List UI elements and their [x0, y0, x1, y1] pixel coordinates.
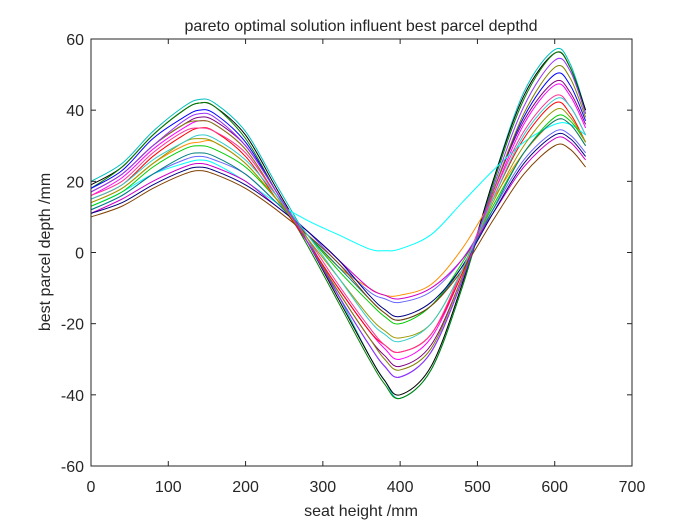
series-line-13: [90, 118, 587, 321]
y-tick-label: 40: [66, 103, 84, 120]
y-tick-label: 20: [66, 174, 84, 191]
series-layer: [90, 47, 587, 400]
tick-layer: 0 100 200 300 400 500 600 700 -60 -40 -20 0 20 40 60: [61, 32, 646, 496]
y-tick-label: 60: [66, 32, 84, 49]
x-tick-label: 700: [619, 479, 646, 496]
y-axis-label: best parcel depth /mm: [37, 173, 54, 331]
x-axis-label: seat height /mm: [304, 503, 418, 520]
x-tick-label: 500: [464, 479, 491, 496]
series-line-7: [90, 64, 587, 371]
x-tick-label: 100: [155, 479, 182, 496]
series-line-17: [90, 94, 587, 354]
y-tick-label: 0: [75, 246, 84, 263]
series-line-3: [90, 51, 587, 400]
x-tick-label: 300: [310, 479, 337, 496]
y-tick-label: -40: [61, 388, 84, 405]
chart-title: pareto optimal solution influent best pa…: [184, 18, 537, 35]
y-tick-label: -60: [61, 459, 84, 476]
plot-area: [91, 39, 632, 466]
series-line-20: [90, 57, 587, 378]
y-tick-label: -20: [61, 317, 84, 334]
x-tick-label: 600: [541, 479, 568, 496]
x-tick-label: 0: [87, 479, 96, 496]
series-line-10: [90, 122, 586, 252]
series-line-16: [90, 143, 587, 321]
x-tick-label: 200: [232, 479, 259, 496]
series-line-19: [90, 97, 587, 343]
series-line-15: [90, 132, 587, 318]
x-tick-label: 400: [387, 479, 414, 496]
series-line-14: [90, 136, 587, 300]
